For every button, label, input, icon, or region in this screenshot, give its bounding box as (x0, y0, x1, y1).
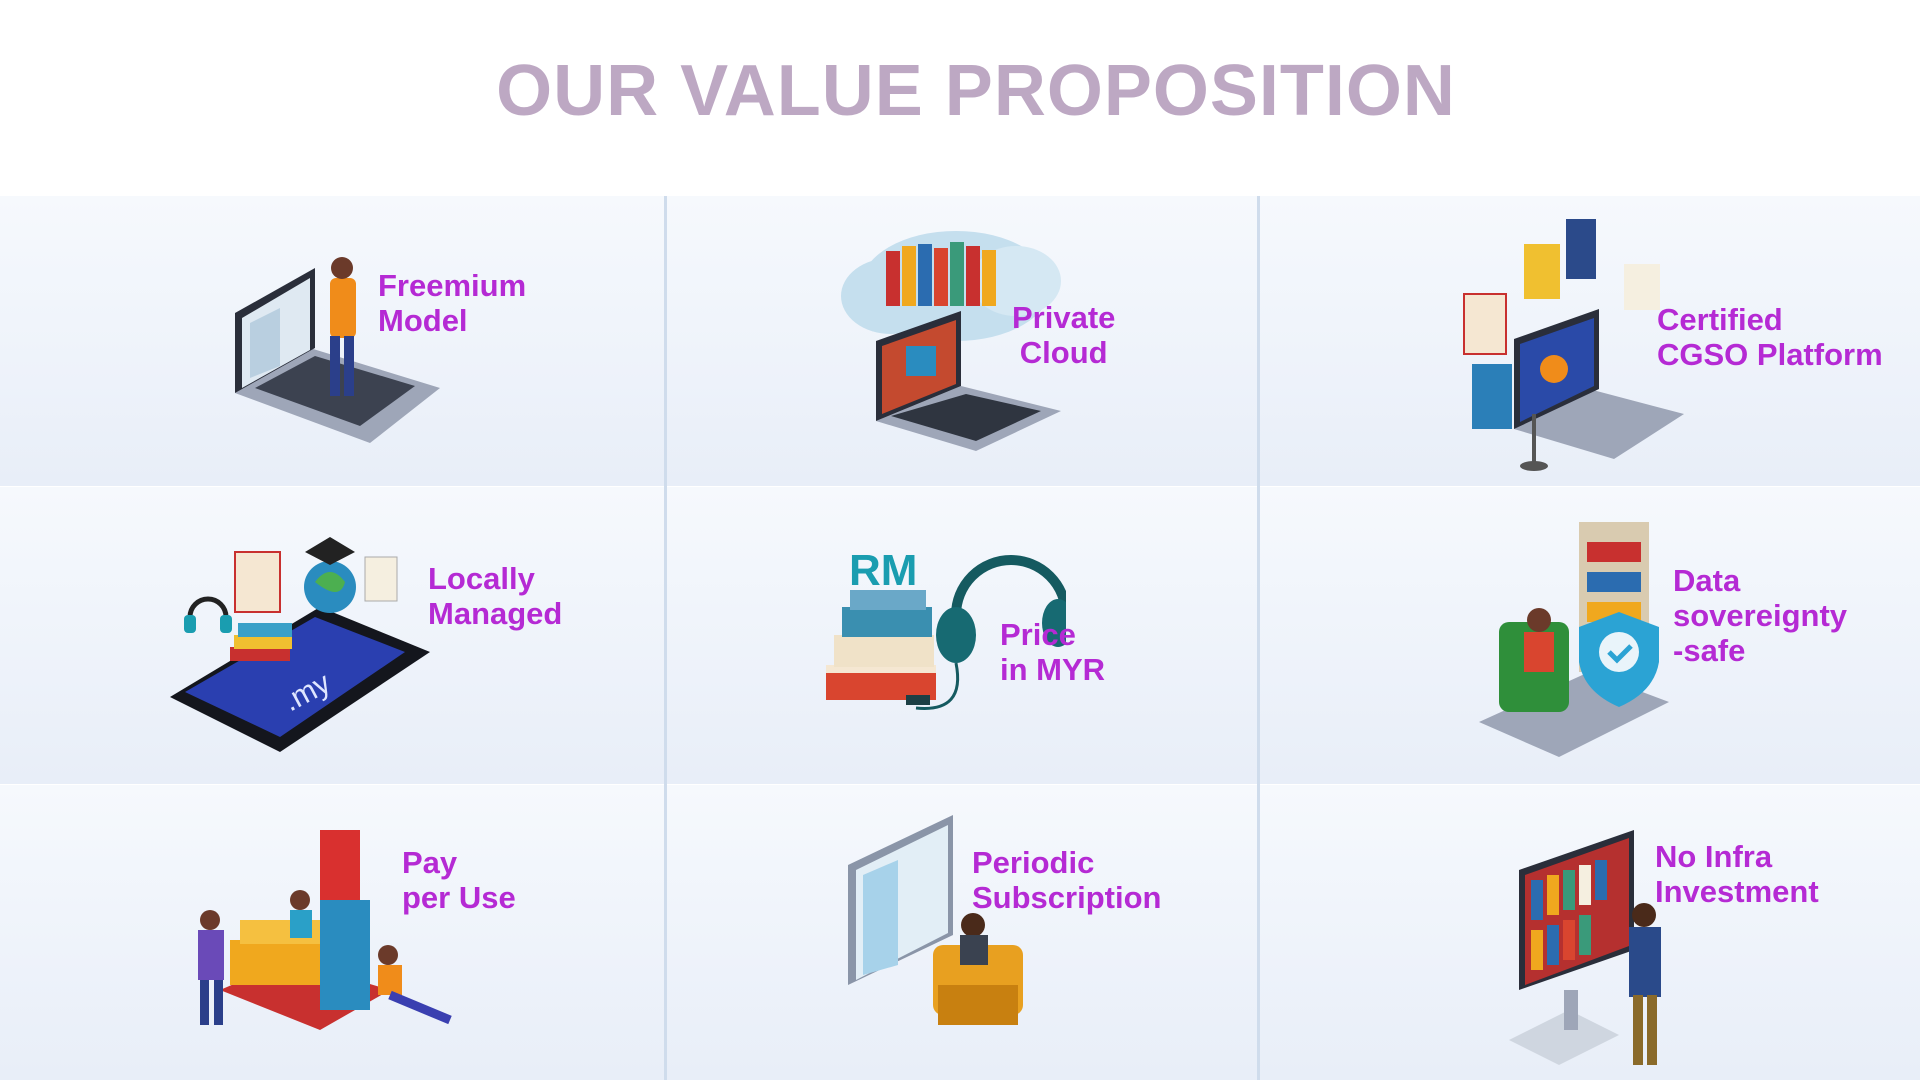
cell-pay-per-use: Pay per Use (0, 785, 665, 1080)
cell-locally-managed: .my Locally Managed (0, 487, 665, 784)
cell-label: Certified CGSO Platform (1657, 302, 1883, 372)
cell-price-myr: RM Price in MYR (666, 487, 1258, 784)
cell-data-sovereignty: Data sovereignty -safe (1259, 487, 1920, 784)
cloud-library-icon (841, 231, 1061, 451)
books-readers-icon (198, 830, 452, 1030)
cell-no-infra-investment: No Infra Investment (1259, 785, 1920, 1080)
column-divider (1257, 196, 1260, 1080)
cell-label: Freemium Model (378, 268, 527, 338)
tablet-my-icon: .my (170, 537, 430, 752)
armchair-book-icon (848, 815, 1023, 1025)
cell-certified-cgso: Certified CGSO Platform (1259, 196, 1920, 486)
cell-label: Price in MYR (1000, 617, 1106, 687)
cell-periodic-subscription: Periodic Subscription (666, 785, 1258, 1080)
cell-private-cloud: Private Cloud (666, 196, 1258, 486)
column-divider (664, 196, 667, 1080)
cell-label: Data sovereignty -safe (1673, 563, 1848, 668)
cell-freemium-model: Freemium Model (0, 196, 665, 486)
cell-label: Private Cloud (1012, 300, 1116, 370)
cell-label: Locally Managed (428, 561, 563, 631)
rm-badge: RM (849, 546, 918, 595)
cell-label: Pay per Use (402, 845, 516, 915)
cell-label: Periodic Subscription (972, 845, 1162, 915)
cell-label: No Infra Investment (1655, 839, 1819, 909)
laptop-reader-icon (235, 257, 440, 443)
shield-reader-icon (1479, 522, 1669, 757)
page-title: OUR VALUE PROPOSITION (496, 51, 1456, 131)
certified-laptop-icon (1463, 219, 1684, 471)
monitor-bookshelf-icon (1509, 830, 1661, 1065)
headphones-books-icon (826, 555, 1066, 710)
